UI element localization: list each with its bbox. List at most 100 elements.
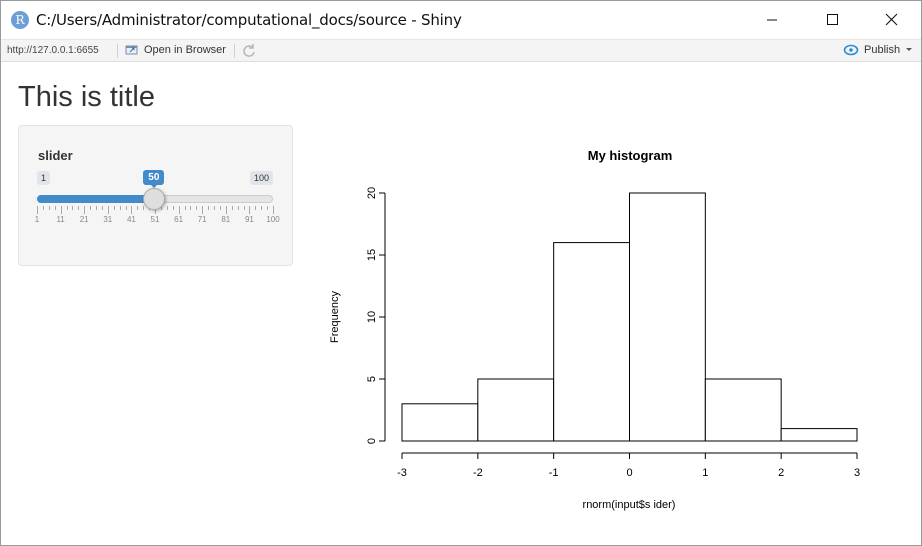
slider-grid-minor-tick [243, 206, 245, 210]
slider-grid-label: 91 [244, 215, 254, 224]
slider-grid-minor-tick [160, 206, 162, 210]
slider-bar [37, 195, 154, 203]
open-in-browser-button[interactable]: Open in Browser [125, 44, 226, 56]
slider-grid-tick [60, 206, 62, 214]
slider-grid-minor-tick [119, 206, 121, 210]
slider-grid: 1 11 21 31 41 51 61 71 81 91 100 [34, 206, 280, 230]
slider-grid-tick [131, 206, 133, 214]
x-axis-tick-label: 2 [778, 467, 784, 479]
r-app-icon: R [11, 11, 29, 29]
slider-grid-minor-tick [78, 206, 80, 210]
x-axis-tick-label: 0 [626, 467, 632, 479]
x-axis-tick-label: 3 [854, 467, 860, 479]
slider-max-label: 100 [250, 171, 274, 185]
slider-grid-label: 21 [79, 215, 89, 224]
maximize-button[interactable] [809, 1, 855, 39]
minimize-icon [767, 19, 777, 21]
publish-icon [843, 44, 859, 56]
toolbar-divider [117, 44, 118, 58]
slider-label: slider [38, 148, 73, 163]
slider-grid-label: 100 [266, 215, 280, 224]
histogram-bar [629, 192, 706, 442]
slider-grid-minor-tick [196, 206, 198, 210]
slider-grid-minor-tick [48, 206, 50, 210]
slider-grid-minor-tick [143, 206, 145, 210]
chart-title: My histogram [588, 148, 673, 163]
histogram-bar [704, 378, 782, 442]
slider-grid-minor-tick [172, 206, 174, 210]
maximize-icon [827, 14, 838, 25]
y-axis-tick-label: 5 [366, 376, 378, 382]
slider-grid-minor-tick [237, 206, 239, 210]
close-button[interactable] [869, 1, 915, 39]
slider-grid-minor-tick [96, 206, 97, 210]
slider-grid-minor-tick [42, 206, 44, 210]
close-icon [885, 13, 898, 26]
slider-grid-label: 81 [221, 215, 231, 224]
slider-grid-tick [225, 206, 227, 214]
chart-x-axis-label: rnorm(input$s ider) [583, 499, 676, 511]
slider-grid-label: 51 [150, 215, 160, 224]
refresh-button[interactable] [241, 43, 257, 62]
histogram-bar [477, 378, 555, 442]
slider-grid-minor-tick [166, 206, 168, 210]
open-in-browser-label: Open in Browser [144, 44, 226, 56]
slider-grid-minor-tick [267, 206, 269, 210]
sidebar-panel: slider 1 100 50 1 11 21 31 41 51 61 71 81 91 100 [18, 125, 293, 266]
y-axis-tick-label: 20 [366, 187, 378, 199]
slider-grid-minor-tick [184, 206, 186, 210]
x-axis-tick-label: -2 [473, 467, 483, 479]
window-title-bar: R C:/Users/Administrator/computational_d… [1, 1, 921, 39]
slider-handle[interactable] [142, 188, 165, 210]
slider-grid-tick [37, 206, 38, 214]
chevron-down-icon [906, 48, 913, 51]
publish-button[interactable]: Publish [843, 44, 913, 56]
slider-grid-label: 61 [174, 215, 184, 224]
slider-grid-minor-tick [90, 206, 92, 210]
slider-value-label: 50 [143, 170, 165, 188]
slider-grid-minor-tick [54, 206, 56, 210]
slider-grid-tick [155, 206, 156, 214]
slider-grid-label: 41 [126, 215, 136, 224]
slider-grid-tick [107, 206, 109, 214]
slider-grid-minor-tick [255, 206, 257, 210]
slider-grid-minor-tick [208, 206, 210, 210]
slider-grid-label: 71 [197, 215, 207, 224]
slider-grid-minor-tick [66, 206, 68, 210]
refresh-icon [243, 44, 255, 57]
slider-grid-minor-tick [214, 206, 215, 210]
y-axis-tick-label: 15 [366, 249, 378, 261]
slider-grid-minor-tick [113, 206, 115, 210]
slider-grid-label: 1 [34, 215, 40, 224]
slider-grid-label: 31 [103, 215, 113, 224]
slider-grid-tick [249, 206, 251, 214]
publish-label: Publish [864, 44, 901, 56]
x-axis-tick-label: -1 [549, 467, 559, 479]
x-axis-tick-label: 1 [702, 467, 708, 479]
slider-grid-tick [84, 206, 86, 214]
slider-grid-tick [202, 206, 204, 214]
slider-grid-minor-tick [231, 206, 233, 210]
slider-grid-minor-tick [125, 206, 127, 210]
slider-grid-minor-tick [219, 206, 221, 210]
viewer-toolbar: http://127.0.0.1:6655 Open in Browser Pu… [1, 39, 921, 62]
slider-grid-minor-tick [72, 206, 74, 210]
x-axis-tick-label: -3 [397, 467, 407, 479]
histogram-bar [401, 403, 479, 442]
y-axis-tick-label: 10 [366, 311, 378, 323]
chart-y-axis-label: Frequency [329, 291, 341, 343]
slider-grid-label: 11 [56, 215, 65, 224]
slider-grid-minor-tick [190, 206, 192, 210]
slider-grid-tick [178, 206, 180, 214]
slider-grid-minor-tick [137, 206, 139, 210]
page-title: This is title [18, 81, 155, 113]
slider-min-label: 1 [37, 171, 51, 185]
slider-grid-tick [273, 206, 274, 214]
histogram-bar [553, 242, 631, 442]
slider-grid-minor-tick [101, 206, 103, 210]
url-text[interactable]: http://127.0.0.1:6655 [7, 45, 99, 56]
window-title: C:/Users/Administrator/computational_doc… [36, 11, 462, 29]
toolbar-divider [234, 44, 235, 58]
slider-grid-minor-tick [261, 206, 263, 210]
minimize-button[interactable] [749, 1, 795, 39]
